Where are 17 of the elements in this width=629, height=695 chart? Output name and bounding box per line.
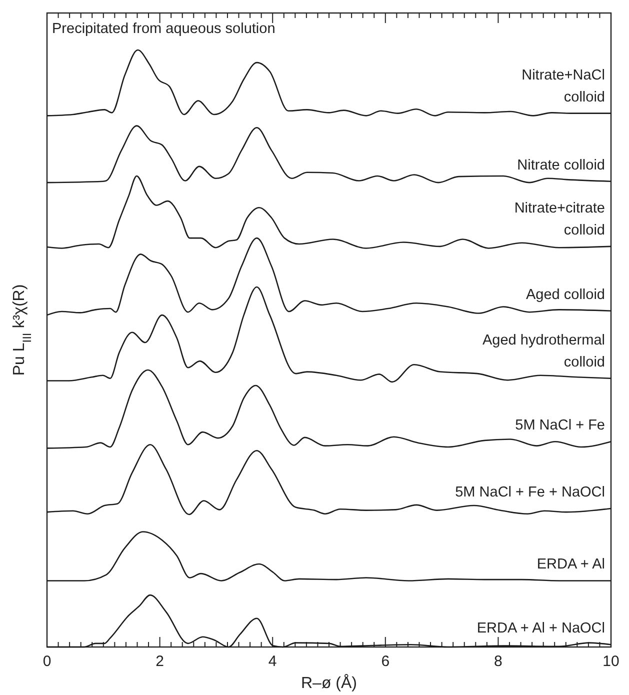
x-tick-label: 10 bbox=[602, 653, 620, 670]
series-label: ERDA + Al bbox=[536, 556, 605, 573]
series-label: ERDA + Al + NaOCl bbox=[476, 620, 605, 637]
x-axis-title: R–ø (Å) bbox=[301, 674, 357, 692]
text: Precipitated from aqueous solution bbox=[52, 21, 276, 37]
x-tick-label: 4 bbox=[268, 653, 277, 670]
series-label: 5M NaCl + Fe + NaOCl bbox=[455, 484, 605, 500]
series-label: Nitrate colloid bbox=[517, 157, 605, 174]
x-tick-label: 0 bbox=[42, 653, 52, 670]
x-tick-label: 6 bbox=[381, 653, 390, 670]
series-label: 5M NaCl + Fe bbox=[515, 418, 605, 434]
x-tick-label: 8 bbox=[494, 653, 502, 670]
series-label: Aged hydrothermal colloid bbox=[482, 332, 605, 370]
series-label: Nitrate+NaCl colloid bbox=[522, 67, 605, 106]
series-label: Nitrate+citrate colloid bbox=[514, 200, 605, 238]
x-tick-label: 2 bbox=[156, 653, 164, 670]
series-label: Aged colloid bbox=[526, 286, 605, 303]
